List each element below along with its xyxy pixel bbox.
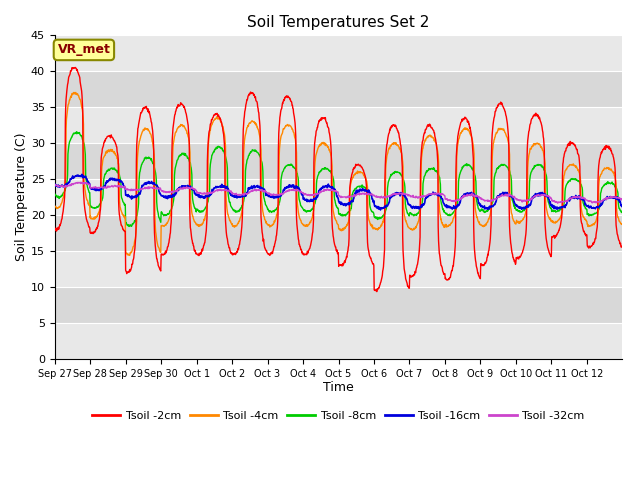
X-axis label: Time: Time — [323, 382, 354, 395]
Legend: Tsoil -2cm, Tsoil -4cm, Tsoil -8cm, Tsoil -16cm, Tsoil -32cm: Tsoil -2cm, Tsoil -4cm, Tsoil -8cm, Tsoi… — [88, 407, 589, 425]
Bar — [54, 72, 622, 107]
Title: Soil Temperatures Set 2: Soil Temperatures Set 2 — [247, 15, 429, 30]
Bar — [54, 251, 622, 287]
Bar — [54, 215, 622, 251]
Bar — [54, 107, 622, 143]
Text: VR_met: VR_met — [58, 43, 110, 57]
Bar — [54, 36, 622, 72]
Bar — [54, 179, 622, 215]
Bar — [54, 287, 622, 323]
Y-axis label: Soil Temperature (C): Soil Temperature (C) — [15, 133, 28, 262]
Bar — [54, 143, 622, 179]
Bar — [54, 323, 622, 359]
